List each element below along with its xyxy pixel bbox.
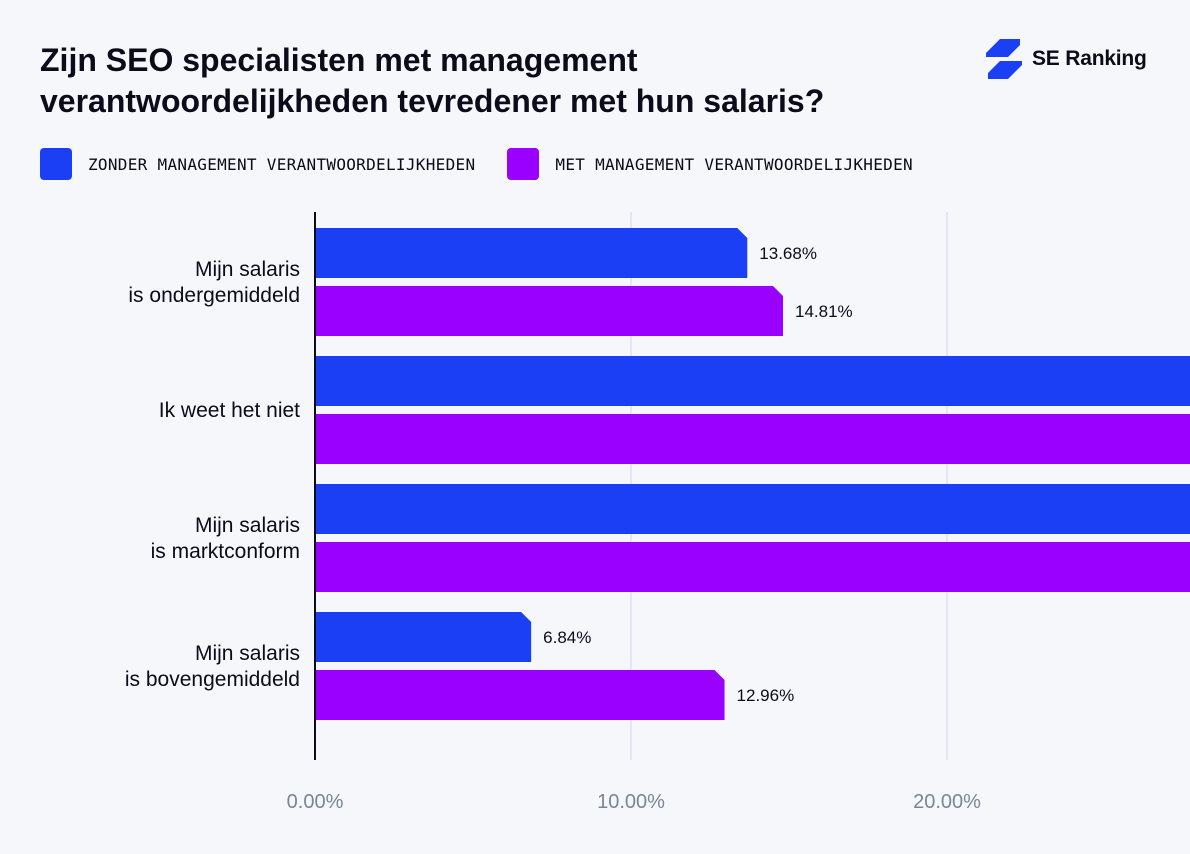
data-label-series-1-cat-1: 13.68% bbox=[759, 244, 817, 263]
bar-series-2-cat-3 bbox=[315, 542, 1190, 592]
category-label-4-line-2: is bovengemiddeld bbox=[125, 668, 300, 691]
legend: ZONDER MANAGEMENT VERANTWOORDELIJKHEDEN … bbox=[40, 147, 945, 181]
bar-series-1-cat-1 bbox=[315, 228, 748, 278]
x-tick-label-1: 10.00% bbox=[597, 791, 665, 813]
category-label-3-line-2: is marktconform bbox=[151, 540, 300, 563]
chart-title-line-2: verantwoordelijkheden tevredener met hun… bbox=[40, 83, 825, 119]
chart-title: Zijn SEO specialisten met management ver… bbox=[40, 40, 960, 122]
category-label-4-line-1: Mijn salaris bbox=[195, 642, 300, 665]
bar-series-2-cat-1 bbox=[315, 286, 783, 336]
data-label-series-1-cat-4: 6.84% bbox=[543, 628, 591, 647]
legend-label-series-1: ZONDER MANAGEMENT VERANTWOORDELIJKHEDEN bbox=[88, 154, 476, 174]
bar-series-2-cat-4 bbox=[315, 670, 725, 720]
se-ranking-logo-icon bbox=[986, 39, 1022, 79]
x-tick-label-0: 0.00% bbox=[287, 791, 344, 813]
bar-series-2-cat-2 bbox=[315, 414, 1190, 464]
bar-series-1-cat-3 bbox=[315, 484, 1190, 534]
legend-label-series-2: MET MANAGEMENT VERANTWOORDELIJKHEDEN bbox=[555, 154, 913, 174]
legend-swatch-series-2 bbox=[507, 148, 540, 180]
bar-series-1-cat-2 bbox=[315, 356, 1190, 406]
category-label-2-line-1: Ik weet het niet bbox=[159, 399, 300, 422]
legend-item-series-1: ZONDER MANAGEMENT VERANTWOORDELIJKHEDEN bbox=[40, 148, 475, 180]
brand-logo: SE Ranking bbox=[986, 38, 1147, 80]
data-label-series-2-cat-4: 12.96% bbox=[737, 686, 795, 705]
legend-swatch-series-1 bbox=[40, 148, 72, 180]
x-tick-label-2: 20.00% bbox=[913, 791, 981, 813]
data-label-series-2-cat-1: 14.81% bbox=[795, 302, 853, 321]
chart-title-line-1: Zijn SEO specialisten met management bbox=[40, 42, 638, 78]
category-label-1-line-1: Mijn salaris bbox=[195, 258, 300, 281]
category-label-1-line-2: is ondergemiddeld bbox=[128, 284, 300, 307]
legend-item-series-2: MET MANAGEMENT VERANTWOORDELIJKHEDEN bbox=[507, 148, 913, 180]
category-label-3-line-1: Mijn salaris bbox=[195, 514, 300, 537]
bar-series-1-cat-4 bbox=[315, 612, 532, 662]
brand-name: SE Ranking bbox=[1032, 47, 1147, 70]
